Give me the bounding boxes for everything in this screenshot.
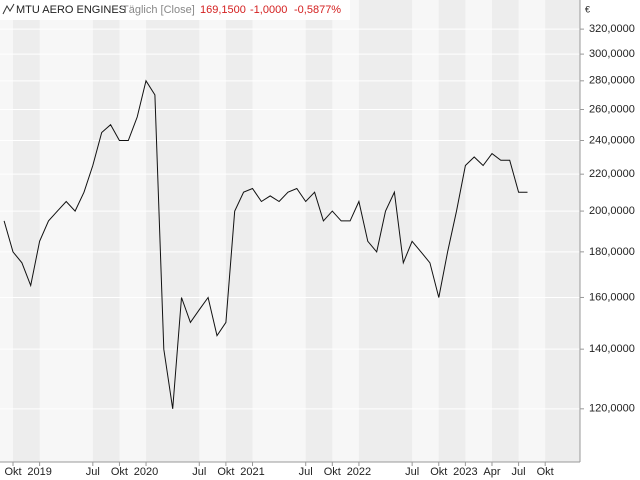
y-tick-label: 140,0000 <box>589 343 635 355</box>
grid <box>0 28 580 410</box>
band <box>358 0 413 462</box>
x-tick-label: Jul <box>86 466 100 478</box>
band <box>305 0 333 462</box>
y-tick-label: 160,0000 <box>589 291 635 303</box>
y-tick-label: 200,0000 <box>589 205 635 217</box>
chart-subtitle: Täglich [Close] <box>122 4 195 16</box>
band <box>491 0 519 462</box>
quote-change: -1,0000 <box>250 4 287 16</box>
y-tick-label: 320,0000 <box>589 23 635 35</box>
x-tick-label: 2019 <box>27 466 51 478</box>
x-tick-label: Okt <box>430 466 447 478</box>
y-tick-label: 260,0000 <box>589 103 635 115</box>
header-background <box>0 0 350 20</box>
x-tick-label: Okt <box>537 466 554 478</box>
band <box>545 0 580 462</box>
chart-title: MTU AERO ENGINES <box>16 4 126 16</box>
y-tick-label: 220,0000 <box>589 168 635 180</box>
x-tick-label: 2021 <box>240 466 264 478</box>
x-tick-label: Jul <box>405 466 419 478</box>
y-tick-label: 240,0000 <box>589 134 635 146</box>
x-tick-label: 2023 <box>453 466 477 478</box>
y-unit: € <box>585 4 590 14</box>
y-tick-label: 180,0000 <box>589 246 635 258</box>
x-tick-label: Jul <box>192 466 206 478</box>
x-tick-label: Okt <box>217 466 234 478</box>
y-tick-label: 120,0000 <box>589 403 635 415</box>
x-tick-label: Okt <box>111 466 128 478</box>
x-tick-label: Okt <box>324 466 341 478</box>
quote-change-pct: -0,5877% <box>294 4 341 16</box>
x-tick-label: Jul <box>299 466 313 478</box>
price-line <box>3 79 528 409</box>
x-tick-label: Apr <box>483 466 500 478</box>
quote-price: 169,1500 <box>200 4 246 16</box>
y-tick-label: 300,0000 <box>589 48 635 60</box>
band <box>225 0 253 462</box>
x-tick-label: 2020 <box>134 466 158 478</box>
x-tick-label: 2022 <box>347 466 371 478</box>
band <box>146 0 200 462</box>
band <box>92 0 120 462</box>
x-tick-label: Okt <box>4 466 21 478</box>
y-tick-label: 280,0000 <box>589 75 635 87</box>
line-icon <box>2 3 15 15</box>
x-tick-label: Jul <box>512 466 526 478</box>
bands <box>13 0 580 462</box>
band <box>13 0 40 462</box>
